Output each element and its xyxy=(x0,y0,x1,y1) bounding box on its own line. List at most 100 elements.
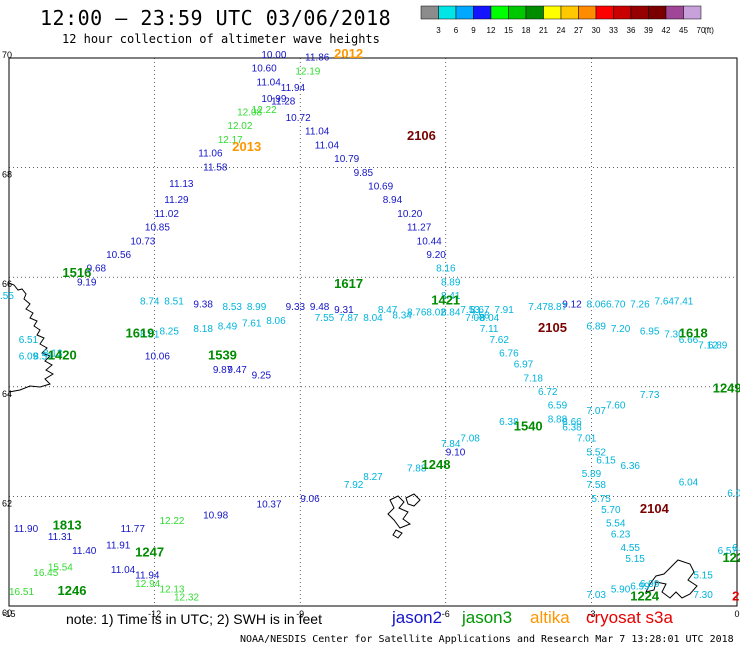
swh-value-label: 10.37 xyxy=(257,499,282,510)
swh-value-label: 7.58 xyxy=(587,480,607,491)
swh-value-label: 11.04 xyxy=(111,565,136,576)
swh-value-label: 16.45 xyxy=(33,568,58,579)
swh-value-label: 8.06 xyxy=(266,316,286,327)
scale-swatch xyxy=(455,5,474,20)
swh-value-label: 7.08 xyxy=(465,313,485,324)
map-subtitle: 12 hour collection of altimeter wave hei… xyxy=(62,32,380,46)
swh-value-label: 8.74 xyxy=(140,297,160,308)
swh-value-label: 10.44 xyxy=(417,236,442,247)
swh-value-label: 11.94 xyxy=(135,571,160,582)
swh-value-label: 5.89 xyxy=(582,469,602,480)
faroe-islands-coastline-3 xyxy=(392,529,403,539)
longitude-tick-label: -9 xyxy=(296,609,304,619)
pass-time-label: 210 xyxy=(732,589,740,604)
scale-tick-label: 9 xyxy=(471,26,476,35)
swh-value-label: 6.23 xyxy=(611,530,631,541)
swh-value-label: 5.52 xyxy=(587,447,607,458)
longitude-tick-labels: -15 -12 -9 -6 -3 0 xyxy=(2,609,739,619)
swh-value-label: 8.18 xyxy=(193,324,213,335)
scale-swatch xyxy=(438,5,457,20)
latitude-tick-label: 70 xyxy=(2,50,12,60)
swh-value-label: 8.49 xyxy=(218,321,238,332)
scale-tick-label: 70 xyxy=(697,26,706,35)
swh-value-label: 7.30 xyxy=(664,329,684,340)
pass-time-label: 1224 xyxy=(630,589,660,604)
swh-value-label: 10.85 xyxy=(145,223,170,234)
swh-value-label: 11.04 xyxy=(257,77,282,88)
swh-value-label: 6.57 xyxy=(718,546,738,557)
swh-value-label: 8.88 xyxy=(548,414,568,425)
swh-value-label: 6.97 xyxy=(514,360,534,371)
swh-value-label: 9.31 xyxy=(334,305,354,316)
scale-tick-label: 45 xyxy=(679,26,688,35)
credit-line: NOAA/NESDIS Center for Satellite Applica… xyxy=(240,634,734,645)
legend-jason3: jason3 xyxy=(462,608,513,627)
swh-value-label: 6.46 xyxy=(732,543,740,554)
swh-value-label: 10.72 xyxy=(286,113,311,124)
swh-value-label: 7.62 xyxy=(489,335,509,346)
scale-swatch xyxy=(613,5,632,20)
scale-swatch xyxy=(630,5,649,20)
swh-value-label: 6.99 xyxy=(630,582,650,593)
map-frame xyxy=(8,57,738,607)
swh-value-label: 8.04 xyxy=(480,313,500,324)
swh-value-label: 6.66 xyxy=(679,335,699,346)
longitude-tick-label: -6 xyxy=(442,609,450,619)
latitude-tick-label: 60 xyxy=(2,608,12,618)
swh-value-label: 7.88 xyxy=(407,464,427,475)
swh-value-label: 7.11 xyxy=(480,324,499,335)
swh-value-label: 5.54 xyxy=(606,519,626,530)
swh-value-label: 6.38 xyxy=(562,423,582,434)
swh-value-label: 5.90 xyxy=(611,584,631,595)
shetland-coastline xyxy=(645,559,698,599)
swh-value-label: 11.86 xyxy=(305,53,330,64)
swh-value-label: 10.20 xyxy=(397,209,422,220)
swh-value-label: 7.01 xyxy=(577,434,597,445)
swh-value-label: 10.56 xyxy=(106,250,131,261)
swh-value-label: 12.22 xyxy=(159,516,184,527)
swh-value-label: 11.06 xyxy=(198,149,223,160)
pass-time-label: 1813 xyxy=(53,517,82,532)
swh-value-label: 12.22 xyxy=(252,105,277,116)
swh-value-label: 9.47 xyxy=(227,365,247,376)
swh-value-label: 11.13 xyxy=(169,179,194,190)
swh-value-label: 11.90 xyxy=(14,524,39,535)
swh-value-label: 11.04 xyxy=(305,127,330,138)
swh-value-label: 11.58 xyxy=(203,162,228,173)
swh-value-label: 12.32 xyxy=(174,593,199,604)
swh-value-label: 7.84 xyxy=(441,439,461,450)
swh-value-label: 6.95 xyxy=(640,327,660,338)
pass-time-label: 2106 xyxy=(407,128,436,143)
swh-value-label: 11.91 xyxy=(106,540,131,551)
pass-time-label: 2012 xyxy=(334,46,363,61)
swh-value-label: 8.04 xyxy=(363,313,383,324)
longitude-tick-label: -3 xyxy=(587,609,595,619)
scale-swatch xyxy=(508,5,527,20)
swh-value-label: 8.94 xyxy=(383,195,403,206)
swh-value-label: 8.66 xyxy=(562,417,582,428)
swh-value-label: 8.06 xyxy=(587,299,607,310)
swh-value-label: 8.27 xyxy=(363,472,383,483)
swh-value-label: 7.26 xyxy=(630,299,650,310)
swh-value-label: 4.55 xyxy=(621,543,641,554)
pass-time-label: 2013 xyxy=(232,139,261,154)
swh-value-label: 8.13 xyxy=(43,349,63,360)
swh-value-label: 8.41 xyxy=(441,291,461,302)
swh-value-label: 7.60 xyxy=(606,401,626,412)
swh-value-label: 7.91 xyxy=(494,305,514,316)
swh-color-scale: 3 6 9 12 15 18 21 24 27 30 33 36 39 42 45 70(ft) xyxy=(420,5,714,35)
iceland-coastline xyxy=(8,282,54,393)
longitude-tick-label: 0 xyxy=(734,609,739,619)
swh-value-label: 8.61 xyxy=(140,329,160,340)
swh-value-label: 10.60 xyxy=(252,64,277,75)
swh-value-label: 9.87 xyxy=(213,365,233,376)
scale-swatch xyxy=(595,5,614,20)
swh-value-label: 9.12 xyxy=(562,299,582,310)
scale-swatch xyxy=(560,5,579,20)
coastlines xyxy=(8,282,698,599)
swh-value-label: 8.89 xyxy=(441,277,461,288)
scale-tick-label: 12 xyxy=(487,26,496,35)
swh-value-label: 8.53 xyxy=(223,302,243,313)
swh-value-label: 6.51 xyxy=(19,335,39,346)
